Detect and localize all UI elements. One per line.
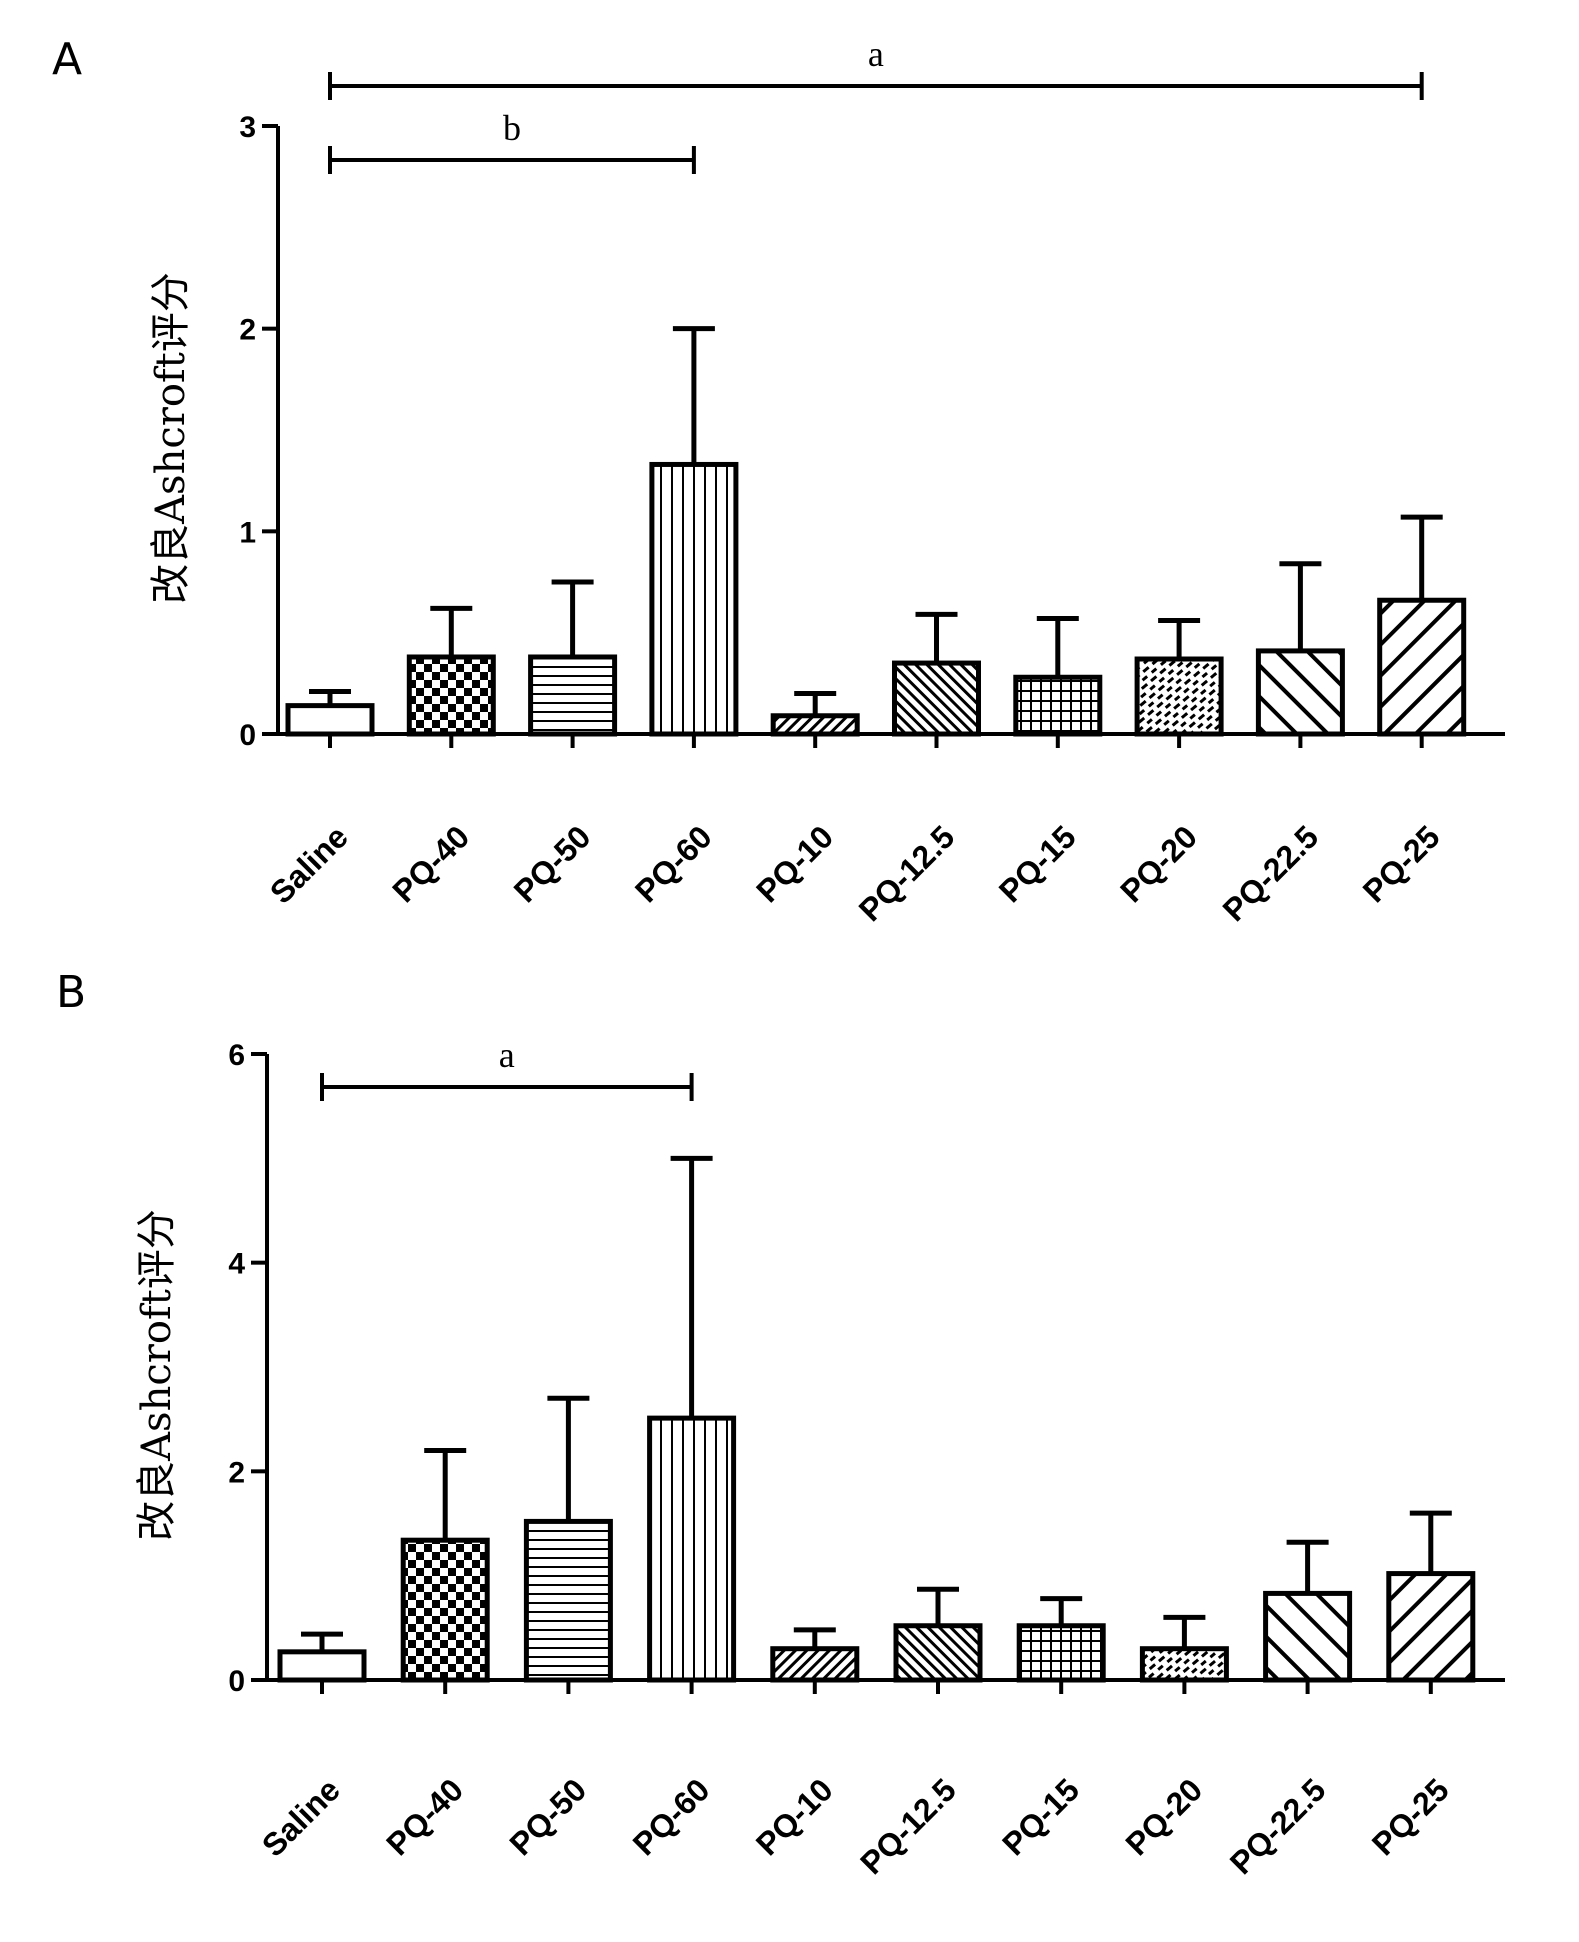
x-tick-label: PQ-25 [1356, 818, 1447, 909]
y-tick-label: 3 [239, 111, 256, 144]
bar [523, 1518, 613, 1683]
y-tick-label: 1 [239, 516, 256, 549]
bar [1255, 648, 1345, 737]
bar [1139, 1646, 1229, 1683]
y-tick-label: 6 [228, 1039, 245, 1072]
x-tick-label: PQ-12.5 [853, 1771, 963, 1881]
bar [1013, 674, 1103, 737]
y-tick-label: 2 [228, 1456, 245, 1489]
x-tick-label: Saline [255, 1771, 347, 1863]
bar [649, 461, 739, 737]
bar [893, 1623, 983, 1683]
bar [406, 654, 496, 737]
bar [1134, 656, 1224, 737]
x-tick-label: PQ-15 [995, 1771, 1086, 1862]
x-tick-label: PQ-22.5 [1223, 1771, 1333, 1881]
bar [1377, 597, 1467, 737]
panel-letter: A [52, 34, 82, 85]
x-tick-label: PQ-40 [385, 818, 476, 909]
y-axis-label: 改良Ashcroft评分 [134, 1209, 180, 1541]
x-tick-label: PQ-40 [379, 1771, 470, 1862]
x-tick-label: PQ-15 [992, 818, 1083, 909]
x-tick-label: PQ-60 [626, 1771, 717, 1862]
bar [528, 654, 618, 737]
bar [892, 660, 981, 737]
x-tick-label: PQ-10 [749, 1771, 840, 1862]
bar [1263, 1590, 1353, 1683]
panel-letter: B [56, 967, 86, 1018]
significance-label: b [503, 108, 521, 148]
x-tick-label: PQ-22.5 [1216, 818, 1326, 928]
y-tick-label: 0 [239, 719, 256, 752]
bar [647, 1415, 737, 1683]
bar [285, 703, 375, 737]
x-tick-label: PQ-20 [1118, 1771, 1209, 1862]
bar [1016, 1623, 1106, 1683]
x-tick-label: PQ-60 [628, 818, 719, 909]
significance-label: a [868, 34, 884, 74]
y-tick-label: 2 [239, 314, 256, 347]
bar [400, 1537, 490, 1683]
x-tick-label: PQ-50 [502, 1771, 593, 1862]
y-tick-label: 0 [228, 1665, 245, 1698]
bar [770, 1646, 860, 1683]
bar [1386, 1571, 1476, 1683]
x-tick-label: PQ-50 [507, 818, 598, 909]
bar [277, 1649, 367, 1683]
y-axis-label: 改良Ashcroft评分 [148, 272, 194, 604]
x-tick-label: PQ-10 [749, 818, 840, 909]
x-tick-label: PQ-12.5 [852, 818, 962, 928]
panel-a: A 0 1 2 3 改良Ashcroft评分 Saline PQ-40 PQ-50 PQ-60 PQ… [52, 34, 1505, 928]
x-tick-label: PQ-20 [1113, 818, 1204, 909]
x-tick-label: Saline [263, 818, 355, 910]
panel-b: B 0 2 4 6 改良Ashcroft评分 Saline PQ-40 PQ-50 PQ-60 PQ… [56, 967, 1505, 1881]
x-tick-label: PQ-25 [1365, 1771, 1456, 1862]
y-tick-label: 4 [228, 1248, 245, 1281]
significance-label: a [499, 1035, 515, 1075]
bar [770, 713, 860, 737]
